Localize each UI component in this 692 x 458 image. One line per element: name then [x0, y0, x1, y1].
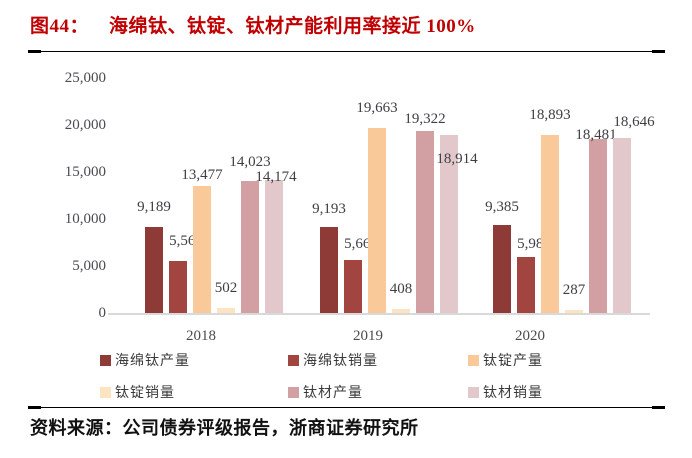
bar-value-label: 13,477 — [181, 167, 223, 183]
legend-swatch — [288, 386, 299, 398]
y-axis-tick-label: 25,000 — [64, 70, 106, 86]
chart-bar-2018-s2 — [169, 261, 187, 313]
chart-bar-2019-s1 — [320, 227, 338, 313]
figure-number: 图44： — [30, 16, 90, 37]
y-axis-tick-label: 5,000 — [72, 258, 106, 274]
legend-label: 海绵钛产量 — [115, 354, 190, 369]
legend-swatch — [100, 386, 111, 398]
bar-value-label: 19,663 — [356, 100, 398, 116]
chart-bar-2020-s2 — [517, 257, 535, 313]
legend-swatch — [468, 386, 479, 398]
figure-title-text: 海绵钛、钛锭、钛材产能利用率接近 100% — [109, 16, 476, 37]
bottom-divider — [28, 406, 665, 409]
legend-item: 钛材产量 — [288, 382, 363, 402]
y-axis-tick-label: 0 — [98, 305, 107, 321]
bar-value-label: 14,174 — [255, 169, 297, 185]
legend-label: 钛材销量 — [483, 386, 543, 401]
bar-value-label: 18,646 — [613, 114, 655, 130]
chart-bar-2019-s2 — [344, 260, 362, 313]
chart-bar-2018-s5 — [241, 181, 259, 313]
chart-bar-2018-s3 — [193, 186, 211, 313]
legend-item: 海绵钛销量 — [288, 350, 378, 370]
legend-label: 钛材产量 — [303, 386, 363, 401]
chart-bar-2018-s4 — [217, 308, 235, 313]
legend-item: 钛锭产量 — [468, 350, 543, 370]
bar-value-label: 19,322 — [404, 111, 446, 127]
legend-item: 钛材销量 — [468, 382, 543, 402]
chart-bar-2020-s4 — [565, 310, 583, 313]
chart-bar-2019-s3 — [368, 128, 386, 313]
legend-label: 海绵钛销量 — [303, 354, 378, 369]
legend-swatch — [100, 354, 111, 366]
legend-swatch — [468, 354, 479, 366]
chart-bar-2020-s1 — [493, 225, 511, 313]
bar-value-label: 9,385 — [485, 199, 519, 215]
figure-title: 图44： 海绵钛、钛锭、钛材产能利用率接近 100% — [30, 11, 476, 38]
bar-value-label: 502 — [214, 280, 238, 296]
chart-bar-2018-s6 — [265, 180, 283, 313]
y-axis-tick-label: 10,000 — [64, 211, 106, 227]
bar-value-label: 9,193 — [312, 201, 346, 217]
y-axis-tick-label: 15,000 — [64, 164, 106, 180]
bar-value-label: 14,023 — [229, 154, 271, 170]
y-axis-tick-label: 20,000 — [64, 117, 106, 133]
bar-value-label: 18,481 — [575, 127, 617, 143]
x-axis-line — [108, 313, 650, 315]
divider-end-cap — [652, 406, 665, 409]
bar-value-label: 408 — [389, 281, 413, 297]
x-axis-category-label: 2020 — [515, 328, 545, 344]
top-divider — [28, 50, 665, 53]
bar-value-label: 287 — [562, 282, 586, 298]
source-note: 资料来源：公司债券评级报告，浙商证券研究所 — [30, 418, 419, 438]
bar-value-label: 18,893 — [529, 107, 571, 123]
divider-end-cap — [652, 50, 665, 53]
bar-value-label: 18,914 — [436, 151, 478, 167]
chart-bar-2019-s5 — [416, 131, 434, 313]
chart-bar-2019-s4 — [392, 309, 410, 313]
legend-label: 钛锭产量 — [483, 354, 543, 369]
x-axis-category-label: 2019 — [353, 328, 383, 344]
chart-bar-2019-s6 — [440, 135, 458, 313]
bar-value-label: 9,189 — [137, 199, 171, 215]
chart-bar-2020-s5 — [589, 139, 607, 313]
legend-item: 海绵钛产量 — [100, 350, 190, 370]
x-axis-category-label: 2018 — [186, 328, 216, 344]
divider-line — [28, 51, 665, 52]
chart-bar-2018-s1 — [145, 227, 163, 313]
divider-line — [28, 407, 665, 408]
legend-label: 钛锭销量 — [115, 386, 175, 401]
legend-item: 钛锭销量 — [100, 382, 175, 402]
legend-swatch — [288, 354, 299, 366]
chart-bar-2020-s6 — [613, 138, 631, 313]
chart-bar-2020-s3 — [541, 135, 559, 313]
